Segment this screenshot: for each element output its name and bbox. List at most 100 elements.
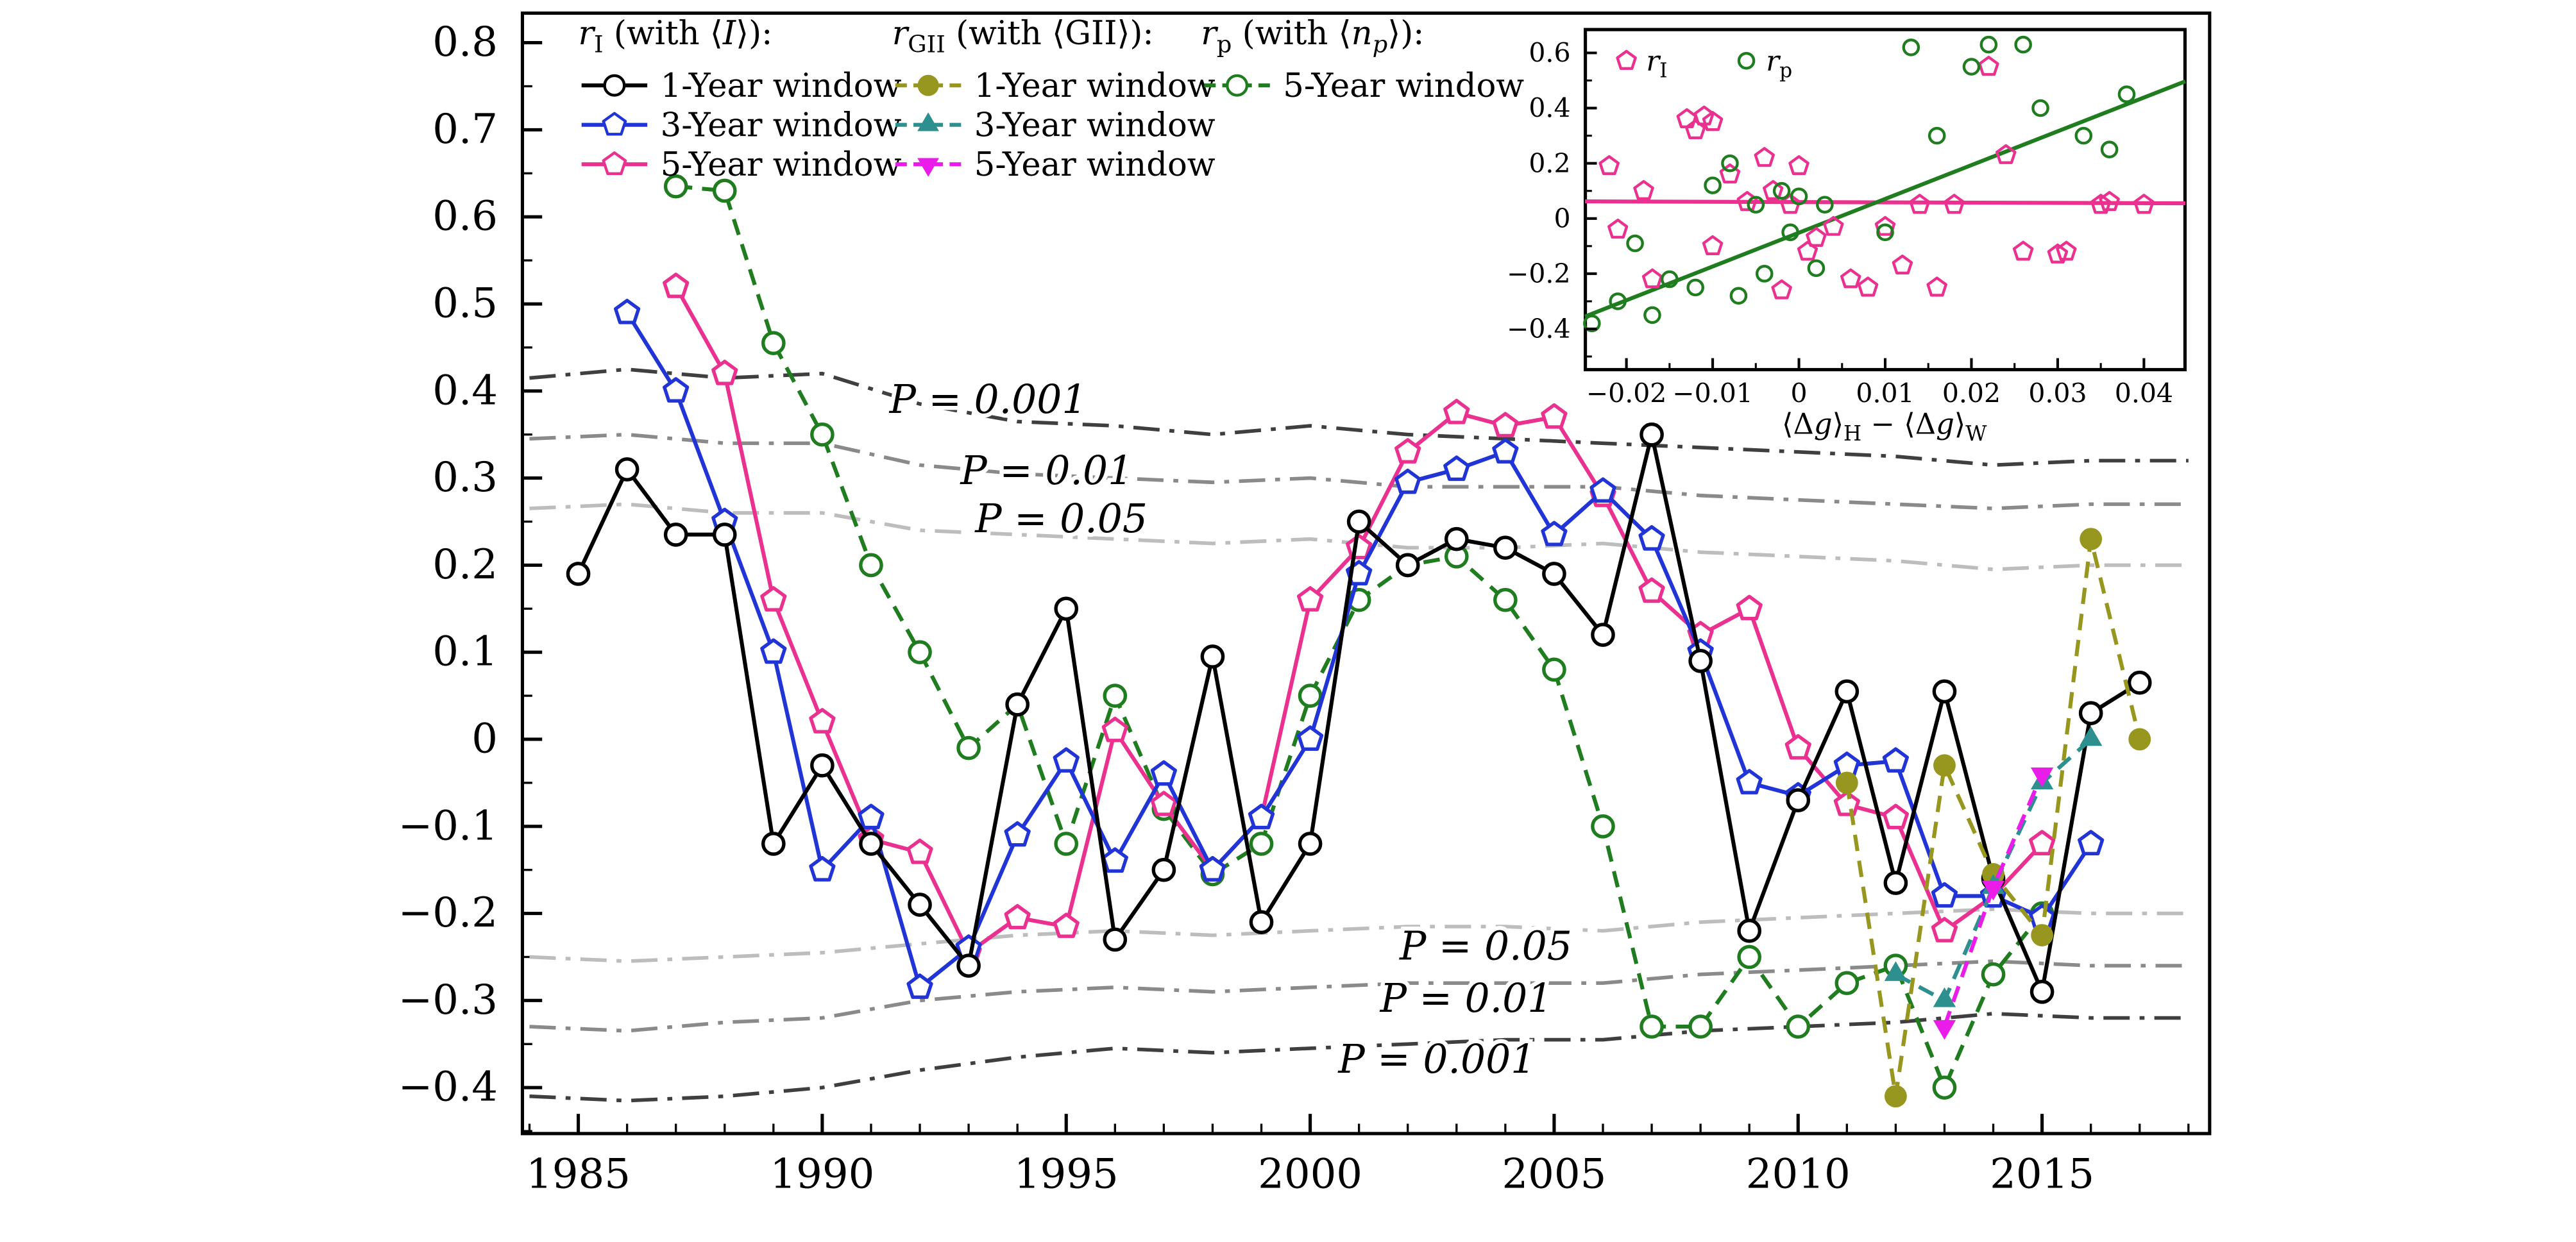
circle-open-marker	[1493, 587, 1518, 612]
circle-open-marker	[1979, 35, 1998, 54]
pentagon-open-marker	[1702, 111, 1724, 131]
circle-filled-marker	[1933, 754, 1956, 777]
circle-open-marker	[1661, 270, 1679, 289]
significance-line	[529, 432, 2189, 510]
pentagon-open-marker	[1978, 55, 1999, 76]
circle-open-marker	[1103, 927, 1128, 952]
significance-label: P = 0.01	[1380, 976, 1553, 1021]
circle-open-marker	[2100, 140, 2119, 158]
pentagon-open-marker	[1909, 194, 1931, 214]
inset-y-tick-label: −0.4	[1507, 314, 1570, 344]
x-tick-label: 1990	[770, 1150, 874, 1198]
pentagon-open-marker	[602, 151, 627, 175]
inset-x-tick-label: 0	[1791, 378, 1808, 409]
pentagon-open-marker	[858, 803, 885, 830]
circle-open-marker	[2078, 701, 2103, 726]
circle-open-marker	[1932, 1075, 1957, 1100]
math-label: rI (with ⟨I⟩):	[579, 14, 773, 58]
circle-open-marker	[1876, 223, 1894, 242]
circle-open-marker	[1786, 788, 1811, 812]
circle-open-marker	[1981, 962, 2006, 987]
circle-open-marker	[1737, 944, 1762, 969]
pentagon-open-marker	[760, 638, 787, 664]
pentagon-open-marker	[1840, 268, 1861, 289]
pentagon-open-marker	[1736, 594, 1763, 621]
pentagon-open-marker	[809, 708, 836, 734]
circle-open-marker	[2117, 85, 2136, 103]
inset-trend-rI	[1585, 199, 2185, 206]
circle-open-marker	[1626, 234, 1644, 253]
circle-open-marker	[1103, 684, 1128, 708]
circle-open-marker	[1054, 596, 1079, 621]
circle-open-marker	[1962, 58, 1981, 76]
pentagon-open-marker	[1248, 803, 1275, 830]
significance-label: P = 0.001	[889, 377, 1087, 423]
pentagon-open-marker	[1641, 268, 1663, 289]
pentagon-open-marker	[1296, 725, 1324, 751]
circle-open-marker	[1298, 832, 1323, 856]
pentagon-open-marker	[1892, 255, 1913, 275]
pentagon-open-marker	[760, 586, 787, 612]
pentagon-open-marker	[1541, 403, 1568, 429]
pentagon-open-marker	[1492, 438, 1519, 464]
y-tick-label: 0.7	[432, 106, 498, 153]
pentagon-open-marker	[2028, 830, 2056, 855]
circle-open-marker	[2127, 670, 2152, 695]
significance-line	[529, 959, 2189, 1033]
circle-open-marker	[2031, 99, 2049, 117]
pentagon-open-marker	[1719, 163, 1741, 184]
circle-open-marker	[1200, 644, 1225, 669]
triangle-down-marker	[2030, 768, 2054, 787]
circle-open-marker	[1737, 52, 1756, 70]
circle-open-marker	[1686, 278, 1704, 297]
circle-open-marker	[614, 457, 640, 482]
circle-open-marker	[1781, 223, 1799, 242]
pentagon-open-marker	[1004, 821, 1031, 847]
pentagon-open-marker	[1797, 240, 1818, 261]
legend-item-label: 3-Year window	[974, 106, 1216, 145]
pentagon-open-marker	[1779, 194, 1801, 214]
y-tick-label: 0.4	[432, 367, 498, 414]
pentagon-open-marker	[1607, 218, 1629, 239]
circle-open-marker	[1688, 648, 1713, 673]
pentagon-open-marker	[1874, 215, 1896, 236]
pentagon-open-marker	[663, 377, 690, 403]
inset-scatter	[1583, 35, 2155, 333]
pentagon-open-marker	[1702, 235, 1724, 256]
circle-open-marker	[1444, 526, 1469, 551]
y-tick-label: 0	[471, 715, 498, 762]
pentagon-open-marker	[809, 856, 836, 882]
x-tick-label: 2005	[1502, 1150, 1606, 1198]
circle-open-marker	[2014, 35, 2032, 54]
circle-open-marker	[908, 893, 932, 917]
circle-filled-marker	[2031, 924, 2054, 946]
pentagon-open-marker	[1394, 468, 1421, 494]
pentagon-open-marker	[2090, 194, 2112, 214]
circle-open-marker	[1721, 154, 1739, 172]
circle-open-marker	[1591, 814, 1615, 839]
y-tick-label: 0.5	[432, 280, 498, 327]
pentagon-open-marker	[1857, 276, 1879, 297]
pentagon-open-marker	[602, 112, 627, 136]
math-label: rp	[1766, 46, 1792, 82]
circle-open-marker	[1298, 684, 1323, 708]
significance-line	[529, 907, 2189, 963]
circle-open-marker	[1054, 832, 1079, 856]
circle-open-marker	[1226, 74, 1249, 97]
circle-open-marker	[1902, 38, 1920, 56]
series-line	[1894, 737, 2092, 1003]
x-tick-label: 1995	[1014, 1150, 1119, 1198]
triangle-down-marker	[1933, 1020, 1956, 1040]
circle-open-marker	[1688, 1014, 1713, 1039]
circle-open-marker	[1835, 679, 1860, 704]
pentagon-open-marker	[1053, 912, 1080, 938]
pentagon-open-marker	[1882, 747, 1910, 773]
math-label: ⟨Δg⟩H − ⟨Δg⟩W	[1782, 407, 1987, 446]
significance-upper-0: P = 0.001	[529, 367, 2189, 467]
pentagon-open-marker	[663, 273, 690, 298]
y-tick-label: −0.1	[398, 802, 498, 850]
significance-upper-1: P = 0.01	[529, 432, 2189, 510]
pentagon-open-marker	[1931, 917, 1958, 943]
